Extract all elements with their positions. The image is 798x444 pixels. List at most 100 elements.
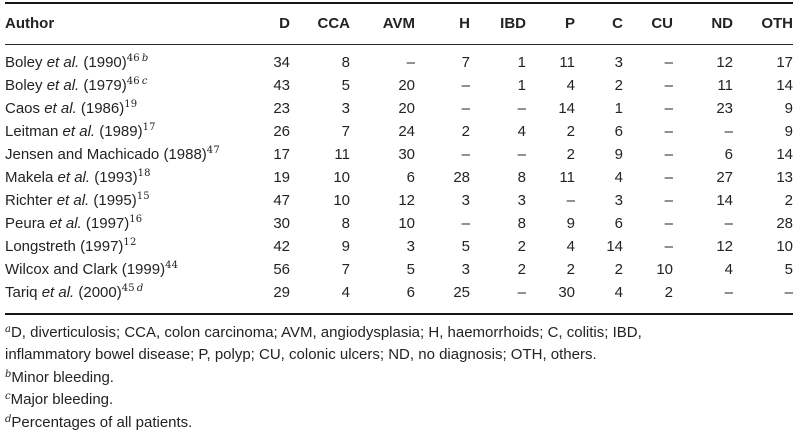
reference-number: 46 (126, 75, 140, 87)
value-cell: 10 (333, 168, 350, 186)
value-cell: – (784, 283, 793, 301)
value-cell: – (461, 214, 470, 232)
value-cell: – (664, 99, 673, 117)
table-row: Peura et al. (1997)16 30 8 10 – 8 9 6 – – 28 (5, 212, 793, 235)
footnote-letter: b (141, 52, 149, 64)
author-year: (2000) (78, 283, 122, 301)
value-cell: 1 (614, 99, 623, 117)
value-cell: 20 (398, 76, 415, 94)
reference-superscript: 44 (165, 260, 180, 271)
author-etal: et al. (46, 53, 84, 71)
value-cell: 10 (656, 260, 673, 278)
reference-number: 19 (124, 98, 138, 110)
column-header-c: C (575, 3, 623, 45)
value-cell: 4 (566, 237, 575, 255)
reference-superscript: 15 (137, 191, 152, 202)
value-cell: 29 (273, 283, 290, 301)
reference-number: 12 (123, 236, 137, 248)
author-name: Caos (5, 99, 45, 117)
value-cell: 9 (341, 237, 350, 255)
value-cell: – (664, 168, 673, 186)
value-cell: – (406, 53, 415, 71)
author-cell: Makela et al. (1993)18 (5, 166, 255, 189)
value-cell: – (724, 283, 733, 301)
value-cell: 2 (614, 260, 623, 278)
footnote-a: aD, diverticulosis; CCA, colon carcinoma… (5, 322, 697, 367)
value-cell: 14 (716, 191, 733, 209)
value-cell: 19 (273, 168, 290, 186)
column-header-oth: OTH (733, 3, 793, 45)
author-cell: Jensen and Machicado (1988)47 (5, 143, 255, 166)
value-cell: – (724, 214, 733, 232)
author-year: (1989) (99, 122, 143, 140)
author-etal: et al. (44, 99, 81, 117)
reference-superscript: 19 (124, 99, 139, 110)
value-cell: 1 (517, 76, 526, 94)
value-cell: 4 (724, 260, 733, 278)
value-cell: 9 (566, 214, 575, 232)
value-cell: – (461, 145, 470, 163)
value-cell: 4 (614, 168, 623, 186)
table-row: Caos et al. (1986)19 23 3 20 – – 14 1 – 23 9 (5, 97, 793, 120)
author-name: Richter (5, 191, 57, 209)
footnote-marker: d (5, 413, 12, 425)
value-cell: 6 (724, 145, 733, 163)
value-cell: 47 (273, 191, 290, 209)
value-cell: – (566, 191, 575, 209)
value-cell: – (664, 237, 673, 255)
footnote-text: D, diverticulosis; CCA, colon carcinoma;… (5, 323, 642, 364)
author-name: Longstreth (5, 237, 81, 255)
author-etal: et al. (57, 168, 95, 186)
value-cell: 4 (566, 76, 575, 94)
footnote-d: dPercentages of all patients. (5, 412, 697, 435)
table-row: Boley et al. (1979)46 c 43 5 20–1 4 2–11 14 (5, 74, 793, 97)
value-cell: 5 (784, 260, 793, 278)
table-row: Makela et al. (1993)18 19 10 6 28 8 11 4 – 27 13 (5, 166, 793, 189)
value-cell: – (517, 145, 526, 163)
value-cell: 3 (461, 260, 470, 278)
value-cell: 3 (461, 191, 470, 209)
table-row: Leitman et al. (1989)17 26 7 24 2 4 2 6– –9 (5, 120, 793, 143)
footnote-text: Minor bleeding. (11, 368, 114, 386)
value-cell: 3 (341, 99, 350, 117)
table-row: Tariq et al. (2000)45 d 29 4 6 25 – 30 4 2 – – (5, 281, 793, 314)
table-row: Richter et al. (1995)15 47 10 12 3 3 – 3 – 14 2 (5, 189, 793, 212)
author-year: (1988) (163, 145, 207, 163)
reference-number: 45 (121, 282, 135, 294)
value-cell: 8 (341, 214, 350, 232)
author-cell: Leitman et al. (1989)17 (5, 120, 255, 143)
author-cell: Longstreth (1997)12 (5, 235, 255, 258)
value-cell: 3 (517, 191, 526, 209)
author-name: Tariq (5, 283, 42, 301)
author-year: (1990) (83, 53, 127, 71)
author-name: Wilcox and Clark (5, 260, 122, 278)
value-cell: 5 (461, 237, 470, 255)
column-header-h: H (415, 3, 470, 45)
table-body: Boley et al. (1990)46 b 34 8–7 1 11 3–12 17 Bo… (5, 44, 793, 314)
value-cell: 7 (341, 122, 350, 140)
value-cell: 12 (716, 237, 733, 255)
value-cell: 9 (784, 122, 793, 140)
value-cell: – (724, 122, 733, 140)
author-etal: et al. (41, 283, 79, 301)
value-cell: 23 (273, 99, 290, 117)
value-cell: 24 (398, 122, 415, 140)
reference-superscript: 18 (138, 168, 153, 179)
value-cell: – (461, 76, 470, 94)
column-header-cu: CU (623, 3, 673, 45)
author-year: (1997) (80, 237, 124, 255)
value-cell: 17 (273, 145, 290, 163)
value-cell: 4 (341, 283, 350, 301)
value-cell: 2 (664, 283, 673, 301)
value-cell: 6 (614, 122, 623, 140)
value-cell: 30 (398, 145, 415, 163)
value-cell: 11 (334, 145, 350, 163)
value-cell: 2 (784, 191, 793, 209)
author-cell: Richter et al. (1995)15 (5, 189, 255, 212)
author-etal: et al. (56, 191, 94, 209)
reference-superscript: 12 (123, 237, 138, 248)
author-etal: et al. (46, 76, 84, 94)
reference-superscript: 16 (129, 214, 144, 225)
column-header-nd: ND (673, 3, 733, 45)
